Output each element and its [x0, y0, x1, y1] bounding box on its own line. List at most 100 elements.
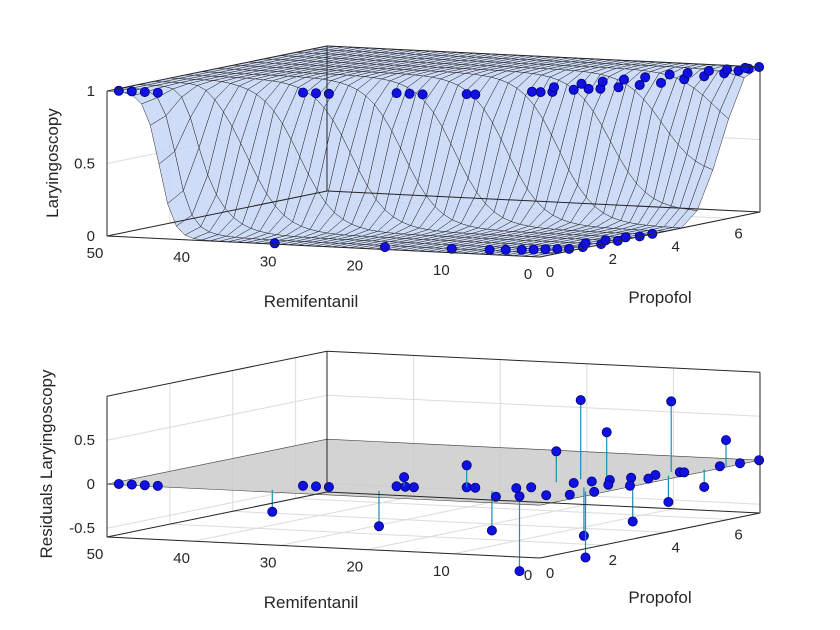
surface-plot-xlabel: Remifentanil: [264, 292, 359, 311]
x-tick-label: 10: [433, 563, 450, 580]
left-wall: [107, 351, 327, 537]
axes-box-edge: [106, 45, 328, 92]
surface-plot-zlabel: Laryingoscopy: [43, 108, 62, 218]
residual-point: [514, 491, 525, 502]
data-point: [583, 83, 594, 94]
x-tick-label: 0: [524, 266, 532, 283]
data-point: [379, 242, 390, 253]
surface-plot-surface: [106, 45, 761, 258]
data-point: [310, 88, 321, 99]
residual-point: [714, 461, 725, 472]
x-tick-label: 0: [524, 567, 532, 584]
data-point: [139, 87, 150, 98]
z-tick-label: 0.5: [74, 156, 95, 173]
surface-plot-axes-box: [106, 45, 761, 258]
data-point: [391, 88, 402, 99]
residual-point: [526, 482, 537, 493]
residual-point: [663, 496, 674, 507]
residual-point: [152, 480, 163, 491]
residual-point: [580, 552, 591, 563]
data-point: [527, 86, 538, 97]
y-tick-label: 0: [546, 264, 554, 281]
data-point: [568, 84, 579, 95]
residual-point: [699, 481, 710, 492]
data-point: [535, 87, 546, 98]
y-tick-label: 6: [734, 526, 742, 543]
data-point: [323, 88, 334, 99]
x-tick-label: 10: [433, 262, 450, 279]
residual-point: [564, 489, 575, 500]
residual-point: [408, 482, 419, 493]
data-point: [269, 238, 280, 249]
residual-point: [391, 481, 402, 492]
data-point: [682, 68, 693, 79]
x-tick-label: 20: [346, 559, 363, 576]
residual-point: [575, 395, 586, 406]
axes-box-edge: [106, 491, 328, 538]
residual-point: [627, 516, 638, 527]
axes-box-edge: [326, 491, 761, 514]
y-tick-label: 2: [609, 251, 617, 268]
residual-point: [297, 480, 308, 491]
axes-box-edge: [106, 235, 541, 258]
data-point: [597, 76, 608, 87]
axes-box-edge: [106, 536, 541, 559]
data-point: [152, 87, 163, 98]
residual-point: [721, 435, 732, 446]
residual-point: [578, 530, 589, 541]
data-point: [126, 86, 137, 97]
axes-box-edge: [326, 350, 761, 373]
residual-point: [126, 479, 137, 490]
data-point: [613, 82, 624, 93]
residual-point: [666, 396, 677, 407]
data-point: [619, 74, 630, 85]
surface-plot-points: [113, 62, 765, 255]
data-point: [740, 62, 751, 73]
data-point: [722, 64, 733, 75]
residual-point: [679, 467, 690, 478]
data-point: [461, 89, 472, 100]
y-tick-label: 4: [672, 539, 680, 556]
surface-plot-ylabel: Propofol: [628, 288, 691, 307]
residual-point: [399, 472, 410, 483]
data-point: [600, 235, 611, 246]
data-point: [470, 89, 481, 100]
axes-box-edge: [326, 190, 761, 213]
residual-point: [601, 427, 612, 438]
residual-point: [470, 482, 481, 493]
y-tick-label: 4: [672, 238, 680, 255]
residual-point: [551, 446, 562, 457]
residual-point: [373, 521, 384, 532]
stem-plot-ylabel: Propofol: [628, 588, 691, 607]
residual-point: [625, 480, 636, 491]
axes-box-edge: [106, 350, 328, 397]
data-point: [404, 88, 415, 99]
residual-point: [400, 481, 411, 492]
data-point: [528, 244, 539, 255]
x-tick-label: 20: [346, 258, 363, 275]
residual-point: [735, 458, 746, 469]
data-point: [656, 77, 667, 88]
data-point: [640, 72, 651, 83]
residual-point: [514, 566, 525, 577]
residual-point: [139, 480, 150, 491]
x-tick-label: 40: [173, 550, 190, 567]
residual-point: [541, 490, 552, 501]
y-tick-label: 6: [734, 225, 742, 242]
data-point: [549, 82, 560, 93]
residual-point: [490, 491, 501, 502]
residual-point: [568, 477, 579, 488]
data-point: [576, 78, 587, 89]
stem-plot-xlabel: Remifentanil: [264, 593, 359, 612]
stem-plot-axes-box: [106, 350, 761, 559]
residual-point: [754, 455, 765, 466]
data-point: [500, 244, 511, 255]
residual-point: [113, 478, 124, 489]
data-point: [516, 244, 527, 255]
x-tick-label: 30: [260, 253, 277, 270]
data-point: [580, 238, 591, 249]
x-tick-label: 30: [260, 554, 277, 571]
